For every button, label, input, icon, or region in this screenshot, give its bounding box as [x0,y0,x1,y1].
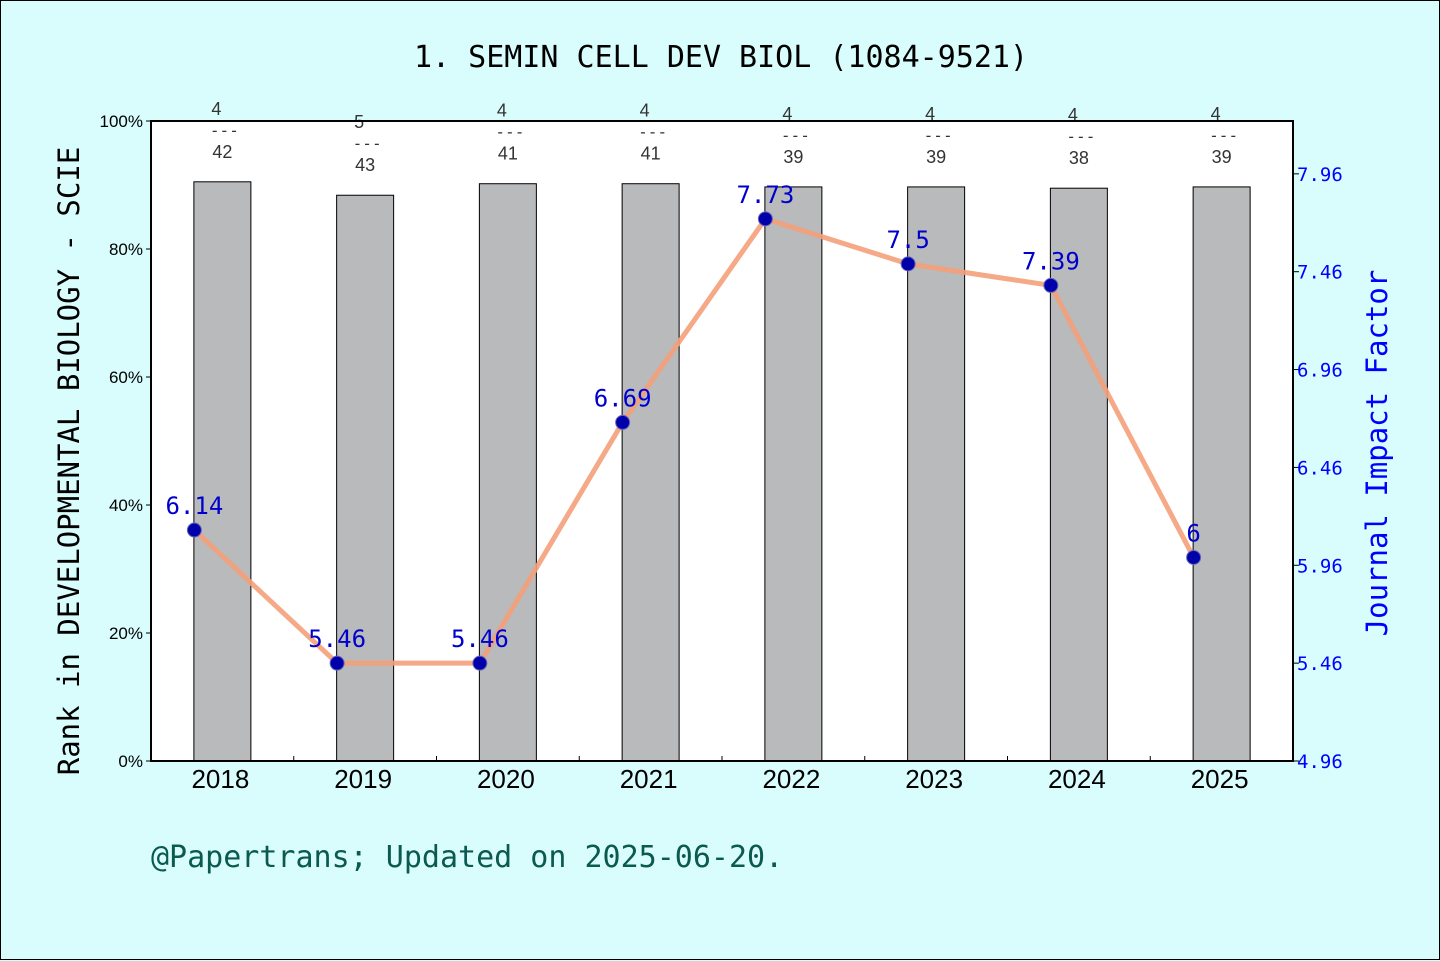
x-tick-label-2023: 2023 [905,764,963,794]
rank-label-2020: 4 [497,101,507,121]
right-axis-label: Journal Impact Factor [1360,270,1394,637]
rank-separator-2024: --- [1066,127,1095,146]
x-tick-label-2020: 2020 [477,764,535,794]
impact-factor-point-2023 [900,256,916,272]
impact-factor-point-2021 [615,414,631,430]
right-tick-label: 5.96 [1297,555,1343,577]
right-tick-label: 6.46 [1297,457,1343,479]
left-tick-label: 0% [118,752,143,771]
rank-label-2019: 5 [354,112,364,132]
rank-total-2022: 39 [783,147,803,167]
impact-factor-line [192,215,1196,666]
impact-factor-label-2020: 5.46 [451,625,509,653]
rank-separator-2020: --- [495,123,524,142]
left-axis-label: Rank in DEVELOPMENTAL BIOLOGY - SCIE [52,147,86,776]
right-tick-label: 7.46 [1297,262,1343,284]
impact-factor-point-2024 [1043,277,1059,293]
impact-factor-label-2022: 7.73 [736,181,794,209]
impact-factor-label-2023: 7.5 [886,226,929,254]
rank-label-2018: 4 [211,99,221,119]
impact-factor-label-2024: 7.39 [1022,247,1080,275]
right-tick-label: 6.96 [1297,360,1343,382]
right-tick-label: 4.96 [1297,751,1343,773]
x-tick-label-2022: 2022 [762,764,820,794]
rank-separator-2021: --- [638,123,667,142]
rank-total-2018: 42 [212,142,232,162]
rank-label-2023: 4 [925,104,935,124]
left-tick-label: 60% [109,368,143,387]
bar-2019 [336,194,395,762]
rank-total-2020: 41 [498,144,518,164]
rank-total-2021: 41 [641,144,661,164]
rank-label-2021: 4 [640,101,650,121]
rank-separator-2025: --- [1209,126,1238,145]
impact-factor-point-2025 [1186,549,1202,565]
rank-label-2022: 4 [782,104,792,124]
rank-separator-2019: --- [353,134,382,153]
rank-total-2023: 39 [926,147,946,167]
x-tick-label-2021: 2021 [620,764,678,794]
impact-factor-label-2021: 6.69 [594,384,652,412]
rank-label-2024: 4 [1068,105,1078,125]
chart-title: 1. SEMIN CELL DEV BIOL (1084-9521) [414,40,1028,75]
bar-2018 [193,181,252,762]
impact-factor-label-2018: 6.14 [165,492,223,520]
left-tick-label: 100% [100,112,143,131]
rank-label-2025: 4 [1211,104,1221,124]
bar-2021 [621,183,680,762]
impact-factor-point-2022 [757,211,773,227]
left-tick-label: 80% [109,240,143,259]
rank-total-2024: 38 [1069,148,1089,168]
footer-note: @Papertrans; Updated on 2025-06-20. [151,840,783,875]
rank-total-2025: 39 [1212,147,1232,167]
right-tick-label: 7.96 [1297,164,1343,186]
bar-2020 [478,183,537,762]
impact-factor-point-2019 [329,655,345,671]
left-tick-label: 20% [109,624,143,643]
bar-2022 [764,186,823,762]
plot-background [151,121,1293,761]
rank-separator-2023: --- [924,126,953,145]
rank-separator-2022: --- [781,126,810,145]
rank-total-2019: 43 [355,155,375,175]
impact-factor-point-2018 [186,522,202,538]
impact-factor-label-2019: 5.46 [308,625,366,653]
impact-factor-point-2020 [472,655,488,671]
plot-area: 4 --- 42 5 --- 43 4 --- 41 4 --- 41 4 --- 39 4 --- 39 4 ---… [100,99,1343,794]
rank-separator-2018: --- [210,121,239,140]
x-tick-label-2025: 2025 [1191,764,1249,794]
bar-2025 [1192,186,1251,762]
left-tick-label: 40% [109,496,143,515]
x-tick-label-2018: 2018 [191,764,249,794]
x-tick-label-2019: 2019 [334,764,392,794]
x-tick-label-2024: 2024 [1048,764,1106,794]
impact-factor-label-2025: 6 [1186,519,1200,547]
right-tick-label: 5.46 [1297,653,1343,675]
bar-2024 [1049,187,1108,762]
